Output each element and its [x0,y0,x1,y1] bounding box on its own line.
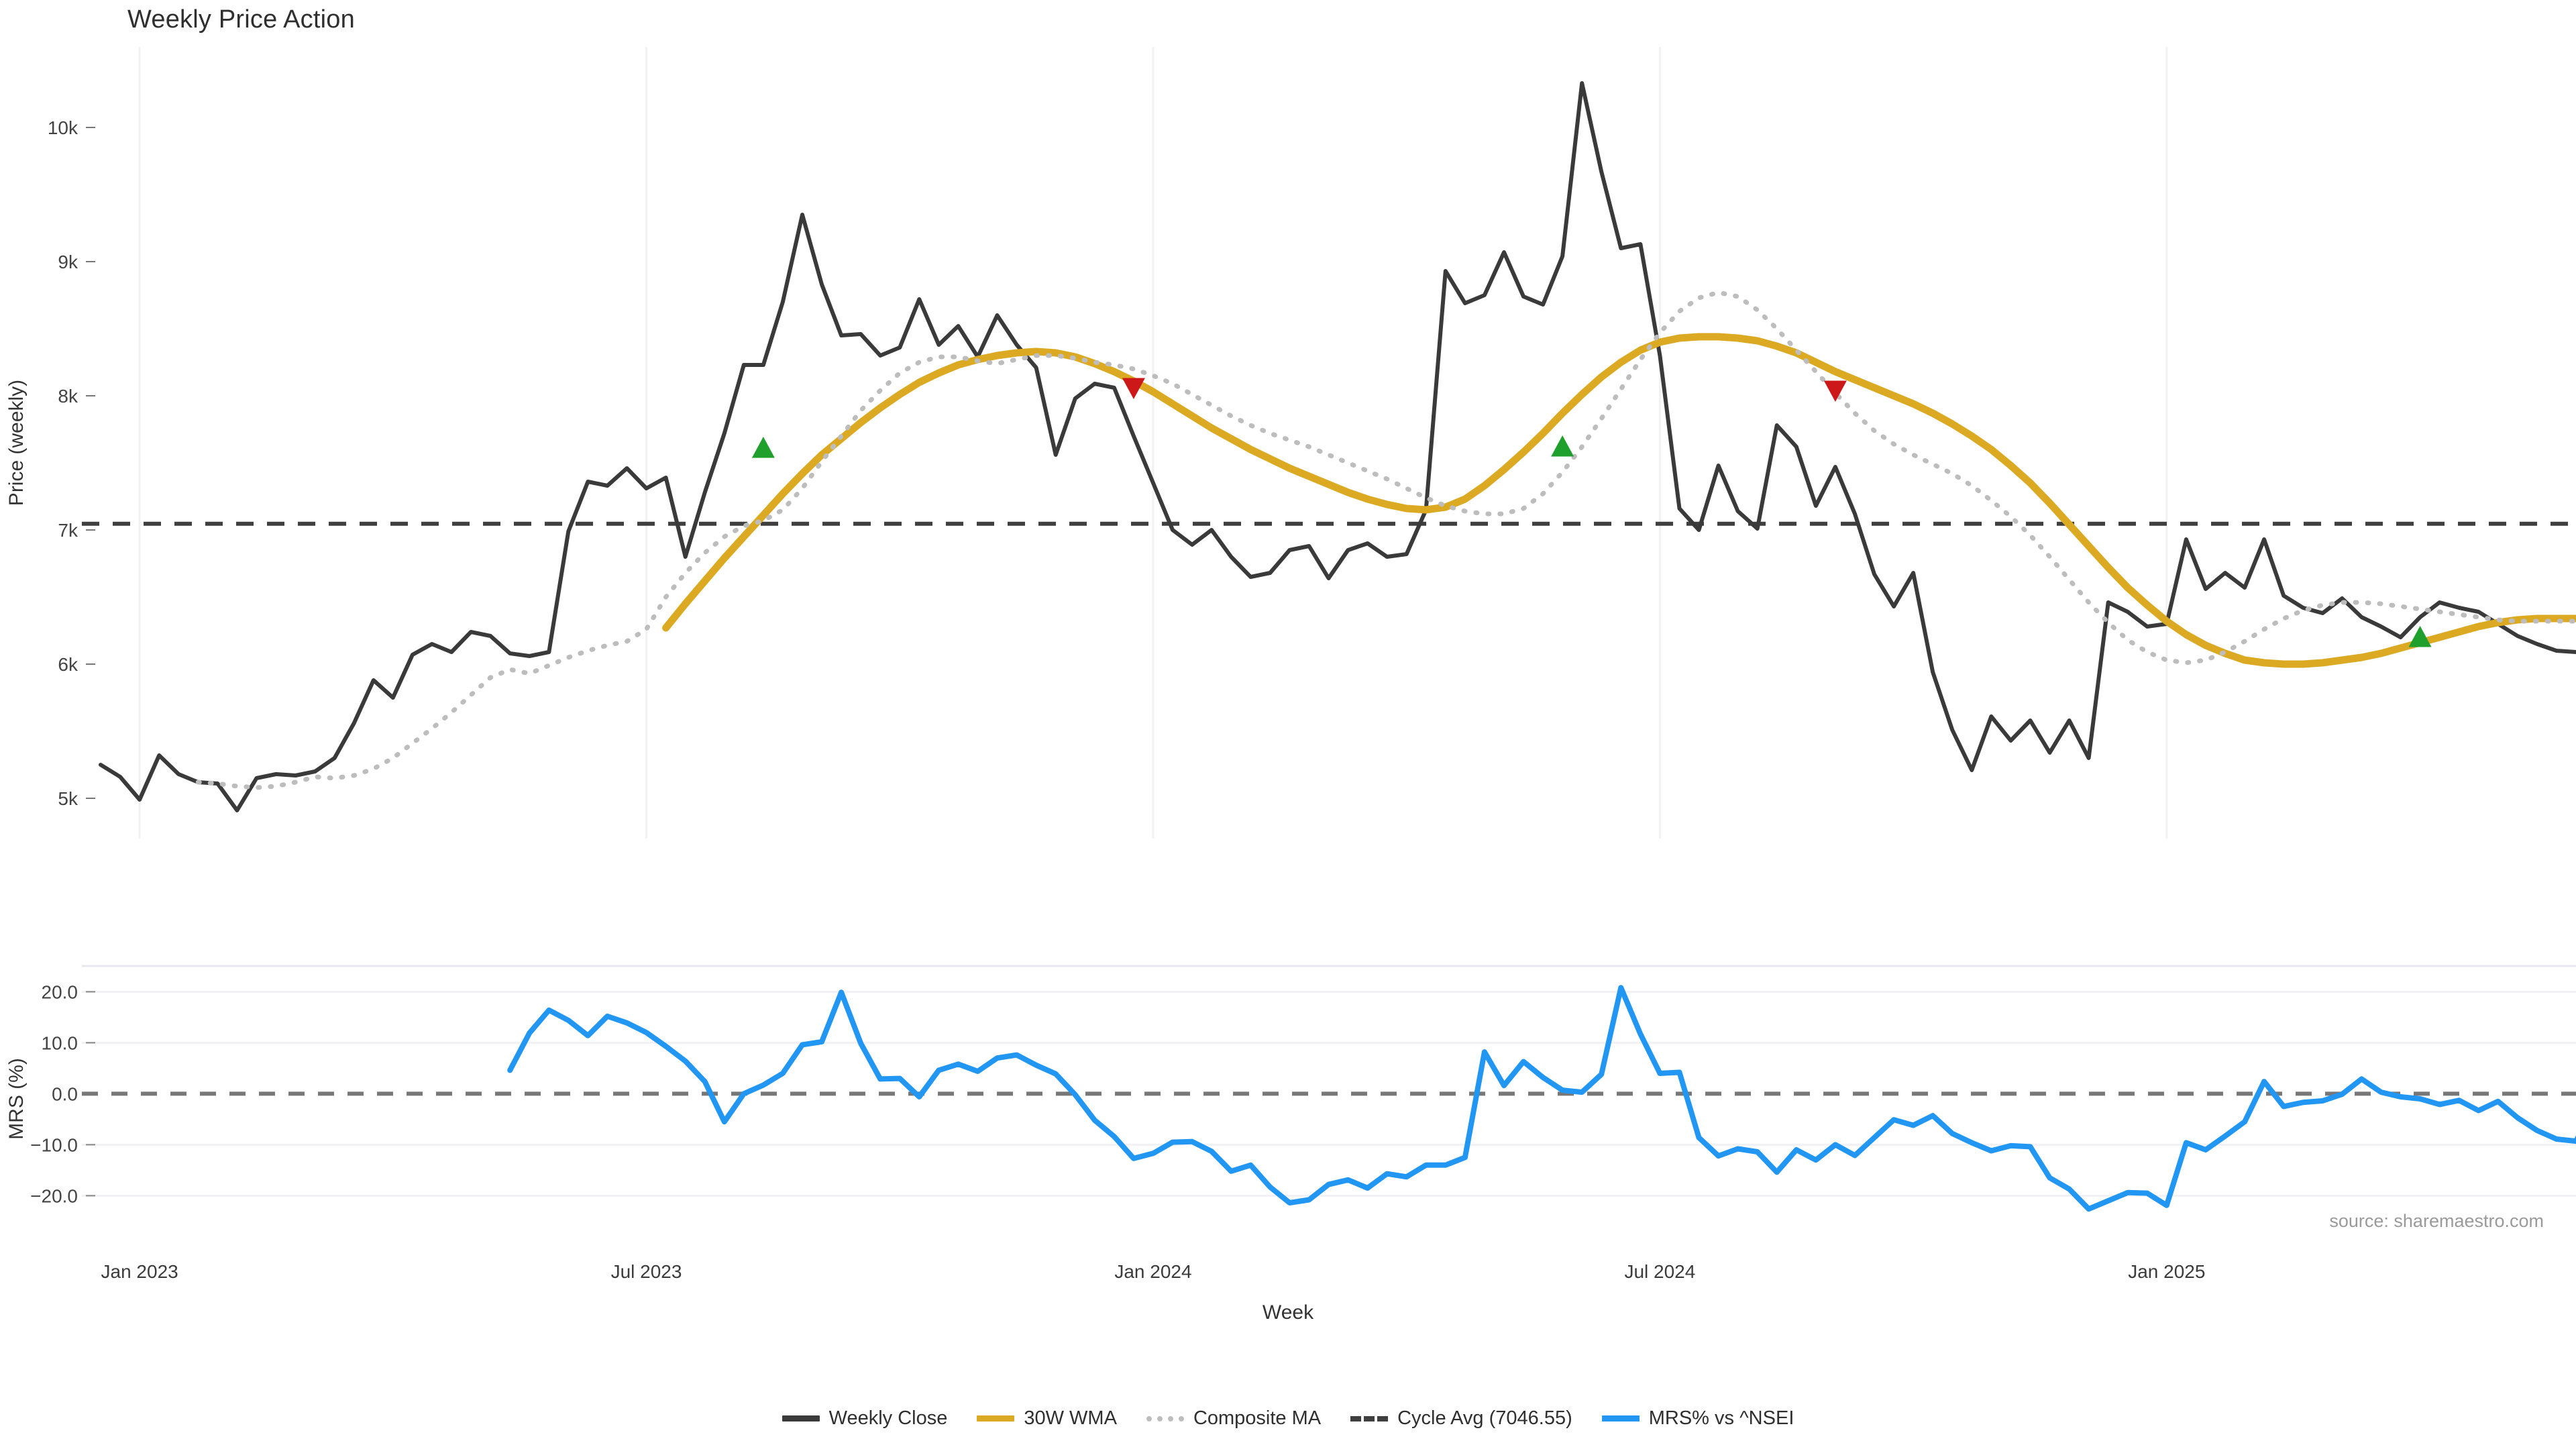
legend-swatch-icon [977,1415,1015,1421]
legend-item-label: MRS% vs ^NSEI [1648,1407,1794,1429]
legend-item-label: 30W WMA [1024,1407,1117,1429]
legend-item-label: Weekly Close [828,1407,948,1429]
legend-item-label: Composite MA [1193,1407,1322,1429]
chart-legend: Weekly Close 30W WMA Composite MA Cycle Avg… [0,1407,2576,1430]
legend-item[interactable]: Composite MA [1146,1407,1321,1430]
legend-item-label: Cycle Avg (7046.55) [1397,1407,1572,1429]
x-axis-tick-label: Jan 2024 [1114,1261,1192,1282]
price-plot-area: 5k 6k 7k 8k 9k 10k Price (weekly) [5,47,2576,839]
price-y-tick-label: 7k [58,520,78,541]
mrs-y-tick-label: −20.0 [30,1185,78,1206]
buy-signal-marker[interactable] [1551,435,1574,457]
mrs-y-tick-label: 10.0 [42,1032,78,1053]
legend-swatch-icon [1350,1415,1389,1421]
mrs-chart-panel: −20.0 −10.0 0.0 10.0 20.0 MRS (%) [0,959,2576,1254]
mrs-plot-area: −20.0 −10.0 0.0 10.0 20.0 MRS (%) [5,965,2576,1212]
price-chart-panel: 5k 6k 7k 8k 9k 10k Price (weekly) [0,40,2576,885]
price-series-weekly-close [99,81,2576,812]
legend-item[interactable]: MRS% vs ^NSEI [1601,1407,1794,1430]
x-axis-label: Week [1262,1301,1314,1324]
price-y-tick-label: 5k [58,788,78,809]
legend-item[interactable]: 30W WMA [977,1407,1117,1430]
price-y-axis-title: Price (weekly) [5,380,28,506]
mrs-y-tick-label: −10.0 [30,1134,78,1155]
mrs-series-line [507,985,2576,1212]
mrs-y-tick-label: 0.0 [52,1083,78,1104]
buy-signal-marker[interactable] [751,437,775,458]
price-y-tick-label: 9k [58,252,78,272]
price-series-composite-ma [195,290,2576,790]
legend-item[interactable]: Weekly Close [782,1407,948,1430]
price-y-tick-label: 10k [48,117,78,138]
price-y-tick-label: 6k [58,654,78,675]
mrs-y-tick-label: 20.0 [42,981,78,1002]
mrs-y-axis-title: MRS (%) [5,1058,28,1140]
x-axis-tick-label: Jan 2025 [2128,1261,2206,1282]
x-axis-tick-label: Jul 2024 [1624,1261,1696,1282]
sell-signal-marker[interactable] [1122,378,1145,399]
price-series-30w-wma [662,333,2576,668]
page-title: Weekly Price Action [127,5,355,34]
legend-swatch-icon [1146,1415,1184,1421]
legend-swatch-icon [782,1415,820,1421]
price-y-tick-label: 8k [58,386,78,407]
legend-item[interactable]: Cycle Avg (7046.55) [1350,1407,1572,1430]
buy-signal-marker[interactable] [2408,626,2432,647]
source-note: source: sharemaestro.com [2329,1211,2544,1231]
legend-swatch-icon [1601,1415,1640,1421]
sell-signal-marker[interactable] [1823,380,1847,402]
x-axis-tick-label: Jul 2023 [610,1261,682,1282]
x-axis-tick-label: Jan 2023 [101,1261,178,1282]
